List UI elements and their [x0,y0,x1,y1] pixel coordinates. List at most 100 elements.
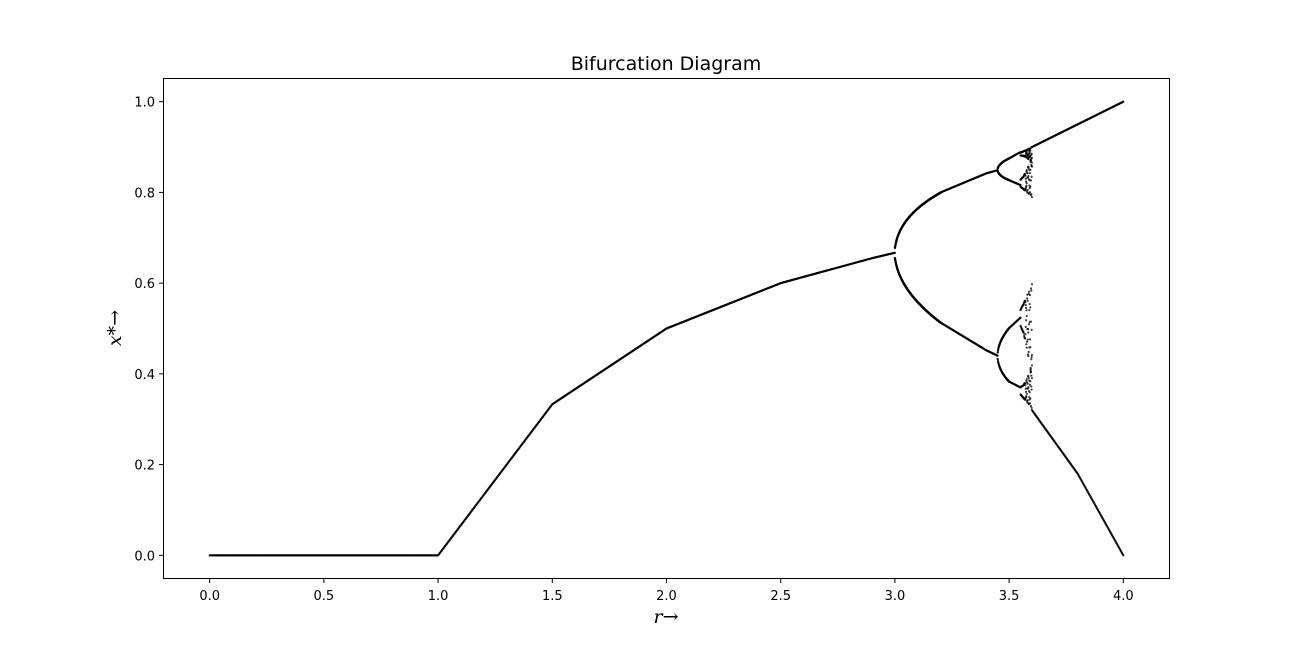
x-tick-label: 3.0 [885,589,906,604]
x-tick-label: 0.0 [199,589,220,604]
y-tick-label: 0.6 [134,277,155,292]
scatter-point [1029,366,1032,370]
scatter-point [1024,172,1027,176]
scatter-point [1121,553,1124,556]
x-tick-label: 3.5 [999,589,1020,604]
scatter-point [1025,394,1028,398]
scatter-point [1027,374,1030,377]
x-tick-label: 2.0 [656,589,677,604]
scatter-point [1024,337,1027,340]
scatter-point [1026,299,1029,302]
scatter-point [1030,358,1033,361]
x-tick-label: 0.5 [314,589,335,604]
scatter-point [1029,155,1032,158]
scatter-point [1030,374,1033,377]
scatter-point [1028,338,1032,341]
scatter-point [1030,353,1034,357]
scatter-point [1026,172,1029,175]
scatter-point [1027,354,1030,358]
scatter-point [1030,388,1033,391]
scatter-point [1025,184,1028,187]
scatter-point [1025,297,1029,300]
scatter-point [1026,338,1029,341]
scatter-point [1027,377,1030,380]
scatter-point [1030,289,1033,292]
scatter-point [1029,149,1032,152]
chart-title: Bifurcation Diagram [571,53,762,75]
scatter-point [1121,100,1124,104]
scatter-point [1024,390,1028,393]
scatter-point [894,258,897,261]
scatter-point [1028,302,1031,306]
scatter-point [1030,161,1034,164]
scatter-point [1029,306,1032,309]
scatter-point [1030,156,1034,159]
scatter-point [1024,174,1027,177]
scatter-point [1024,325,1027,328]
scatter-point [1018,316,1022,320]
scatter-point [1024,387,1027,390]
scatter-point [1024,177,1027,180]
scatter-point [1030,165,1034,168]
y-axis-label: x*→ [104,310,126,346]
scatter-point [1025,314,1028,318]
scatter-point [1024,301,1027,304]
scatter-point [1024,180,1028,183]
scatter-point [1027,386,1030,389]
scatter-point [1029,179,1033,182]
scatter-point [1030,377,1034,380]
scatter-point [1030,356,1033,359]
scatter-points [208,100,1125,557]
scatter-point [1030,385,1033,388]
scatter-point [1029,185,1032,188]
scatter-point [1026,382,1029,385]
scatter-point [1024,306,1028,309]
y-tick-label: 0.8 [134,186,155,201]
scatter-point [1025,343,1028,346]
scatter-point [1029,287,1033,290]
scatter-point [1030,152,1033,155]
x-tick-label: 1.5 [542,589,563,604]
scatter-point [1027,167,1030,170]
scatter-point [1025,168,1028,172]
scatter-point [1027,323,1031,326]
scatter-point [1027,174,1030,178]
scatter-point [1029,168,1032,171]
scatter-point [1025,378,1028,381]
scatter-point [1030,364,1034,367]
scatter-point [996,357,999,361]
scatter-point [1030,175,1033,178]
scatter-point [1027,331,1030,334]
scatter-point [1030,406,1033,409]
scatter-point [1029,320,1033,323]
scatter-point [1028,151,1031,155]
scatter-point [1028,383,1032,386]
scatter-point [996,354,999,357]
scatter-point [1018,183,1022,187]
scatter-point [1025,392,1028,395]
x-tick-label: 4.0 [1113,589,1134,604]
scatter-point [1024,333,1027,336]
scatter-point [1029,380,1032,383]
scatter-point [1029,370,1033,373]
x-axis: 0.0 0.5 1.0 1.5 2.0 2.5 3.0 3.5 4.0 [199,578,1134,604]
scatter-point [1027,350,1030,354]
scatter-point [1029,346,1032,349]
scatter-point [1026,399,1029,402]
x-axis-label: r→ [653,606,678,628]
y-tick-label: 0.2 [134,459,155,474]
y-tick-label: 0.4 [134,368,155,383]
y-tick-label: 0.0 [134,549,155,564]
scatter-point [1030,283,1034,286]
scatter-point [1026,188,1029,192]
scatter-point [1028,293,1032,297]
y-axis: 0.0 0.2 0.4 0.6 0.8 1.0 [134,96,164,564]
scatter-point [1028,308,1031,312]
scatter-point [1029,397,1032,400]
scatter-point [893,251,896,254]
scatter-point [1027,192,1031,196]
scatter-point [1030,193,1033,196]
scatter-point [1024,319,1028,322]
scatter-point [1029,404,1033,408]
